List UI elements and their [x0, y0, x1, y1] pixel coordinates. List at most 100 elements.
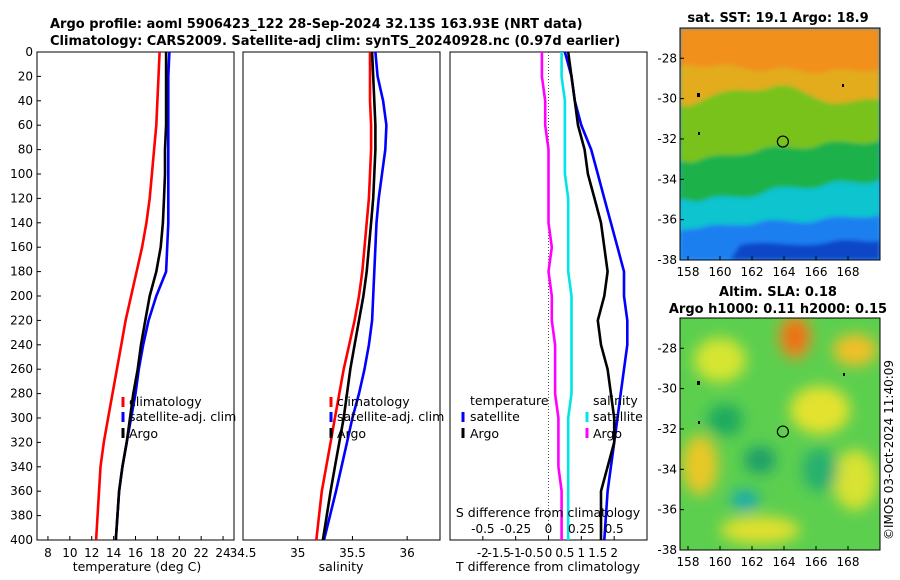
sst-heatmap — [680, 28, 880, 260]
salinity-x-axis: 34.5 35 35.5 36 — [230, 536, 415, 560]
depth-tick-label: 400 — [10, 533, 33, 547]
depth-tick-label: 80 — [18, 143, 33, 157]
sla-yellow-patch — [790, 386, 850, 434]
float-position-marker — [776, 425, 789, 438]
sla-low-patch — [802, 448, 838, 492]
depth-tick-label: 260 — [10, 362, 33, 376]
salinity-tick-label: 36 — [400, 546, 415, 560]
legend-title-temperature: temperature — [470, 393, 549, 408]
temperature-legend: climatology satellite-adj. clim Argo — [121, 394, 236, 441]
depth-tick-label: 120 — [10, 191, 33, 205]
temperature-axes-box — [36, 51, 235, 541]
temperature-tick-label: 8 — [44, 546, 52, 560]
s-difference-tick-label: 0 — [545, 522, 553, 536]
latitude-tick-label: -28 — [657, 341, 677, 355]
sst-axes-box — [679, 27, 881, 261]
salinity-legend: climatology satellite-adj. clim Argo — [329, 394, 444, 441]
longitude-tick-label: 162 — [741, 555, 764, 569]
sla-map-panel: 158 160 162 164 166 168 -28 -30 -32 -34 -36 -38 — [657, 317, 881, 569]
series-line-argo — [321, 51, 377, 541]
series-line-argo — [114, 52, 168, 541]
sst-land-speck — [698, 132, 700, 135]
s-difference-tick-label: 0.25 — [568, 522, 595, 536]
legend-label-temp-satellite: satellite — [470, 409, 520, 424]
latitude-tick-label: -32 — [657, 422, 677, 436]
difference-tick-label: -2 — [477, 546, 489, 560]
difference-panel: -2-1.5-1-0.5 0 0.5 1 1.5 2 T difference from … — [449, 51, 648, 574]
legend-label-satellite-adj: satellite-adj. clim — [337, 409, 444, 424]
legend-label-sal-argo: Argo — [593, 426, 622, 441]
sst-green-dark — [680, 140, 880, 202]
series-line-salinity-satellite — [560, 52, 573, 540]
difference-legend: temperature satellite Argo salinity sate… — [461, 393, 643, 441]
longitude-tick-label: 166 — [805, 265, 828, 279]
longitude-tick-label: 162 — [741, 265, 764, 279]
difference-tick-label: 0.5 — [555, 546, 574, 560]
temperature-tick-label: 22 — [194, 546, 209, 560]
latitude-tick-label: -38 — [657, 253, 677, 267]
series-line-climatology — [315, 52, 373, 541]
series-line-climatology — [94, 51, 161, 541]
sst-map-panel: 158 160 162 164 166 168 -28 -30 -32 -34 -36 -38 — [657, 27, 881, 279]
temperature-tick-label: 24 — [215, 546, 230, 560]
legend-label-sal-satellite: satellite — [593, 409, 643, 424]
salinity-panel: 34.5 35 35.5 36 salinity climatology satell… — [230, 51, 444, 574]
sst-panel-title: sat. SST: 19.1 Argo: 18.9 — [687, 11, 868, 26]
sla-low-patch — [744, 446, 776, 474]
legend-label-argo: Argo — [337, 426, 366, 441]
legend-label-climatology: climatology — [129, 394, 202, 409]
depth-tick-label: 60 — [18, 118, 33, 132]
sst-green-band — [680, 85, 880, 163]
depth-tick-label: 40 — [18, 94, 33, 108]
temperature-tick-label: 10 — [62, 546, 77, 560]
difference-series — [540, 51, 629, 541]
latitude-tick-label: -38 — [657, 543, 677, 557]
legend-label-satellite-adj: satellite-adj. clim — [129, 409, 236, 424]
difference-tick-label: 2 — [610, 546, 618, 560]
temperature-x-axis: 8 10 12 14 16 18 20 22 24 — [44, 536, 231, 560]
sla-axes-box — [679, 317, 881, 551]
temperature-panel: 0 20 40 60 80 100 120 140 160 180 200 220 240 260 280 3… — [10, 45, 236, 574]
depth-tick-label: 300 — [10, 411, 33, 425]
depth-tick-label: 200 — [10, 289, 33, 303]
latitude-tick-label: -34 — [657, 172, 677, 186]
sst-land-speck — [697, 93, 700, 97]
difference-tick-label: -1 — [510, 546, 522, 560]
series-line-satellite-adj-clim — [322, 51, 388, 541]
longitude-tick-label: 168 — [837, 265, 860, 279]
temperature-tick-label: 20 — [172, 546, 187, 560]
sla-yellow-patch — [833, 450, 877, 510]
sla-land-speck — [843, 373, 845, 376]
depth-tick-label: 100 — [10, 167, 33, 181]
depth-tick-label: 280 — [10, 387, 33, 401]
difference-tick-label: -1.5 — [488, 546, 511, 560]
latitude-tick-label: -32 — [657, 132, 677, 146]
sst-warmest-region — [680, 28, 880, 74]
series-line-salinity-argo — [540, 52, 563, 540]
depth-tick-label: 180 — [10, 265, 33, 279]
depth-tick-label: 240 — [10, 338, 33, 352]
salinity-tick-label: 35 — [290, 546, 305, 560]
s-difference-tick-label: -0.25 — [500, 522, 531, 536]
sla-land-speck — [698, 421, 700, 424]
difference-x-axis: -2-1.5-1-0.5 0 0.5 1 1.5 2 — [477, 536, 618, 560]
difference-tick-label: -0.5 — [520, 546, 543, 560]
salinity-tick-label: 34.5 — [230, 546, 257, 560]
temperature-tick-label: 12 — [84, 546, 99, 560]
temperature-tick-label: 16 — [128, 546, 143, 560]
sla-low-patch — [707, 404, 743, 436]
longitude-tick-label: 164 — [773, 265, 796, 279]
depth-tick-label: 220 — [10, 313, 33, 327]
latitude-tick-label: -30 — [657, 382, 677, 396]
longitude-tick-label: 164 — [773, 555, 796, 569]
sst-cyan-band — [680, 180, 880, 230]
longitude-tick-label: 166 — [805, 555, 828, 569]
depth-tick-label: 360 — [10, 484, 33, 498]
difference-tick-label: 0 — [545, 546, 553, 560]
depth-tick-label: 320 — [10, 435, 33, 449]
figure-title-line1: Argo profile: aoml 5906423_122 28-Sep-20… — [50, 17, 583, 32]
series-line-temperature-argo — [566, 51, 616, 540]
figure-title-line2: Climatology: CARS2009. Satellite-adj cli… — [50, 34, 620, 49]
depth-tick-label: 0 — [25, 45, 33, 59]
temperature-tick-label: 14 — [106, 546, 121, 560]
